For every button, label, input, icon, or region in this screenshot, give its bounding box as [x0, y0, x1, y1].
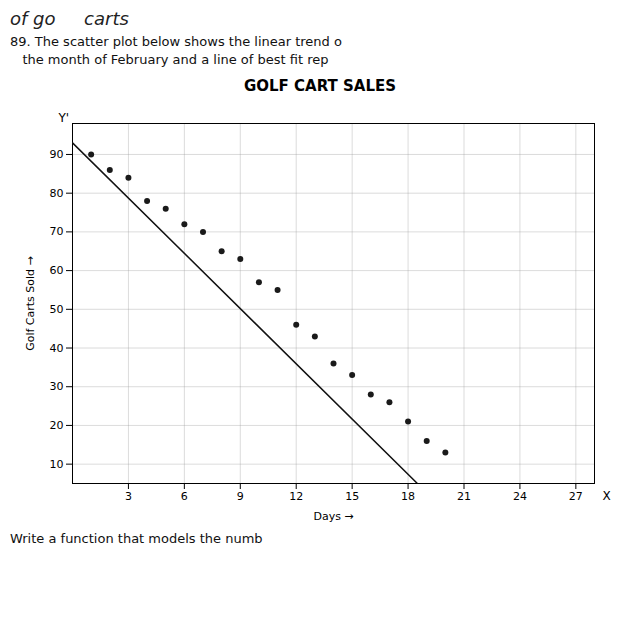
html-text:89. The scatter plot below sho: 89. The scatter plot below shows the lin…: [10, 34, 342, 49]
svg-text:60: 60: [50, 264, 64, 277]
svg-text:Y': Y': [58, 111, 70, 125]
svg-text:50: 50: [50, 303, 64, 316]
svg-text:10: 10: [50, 458, 64, 471]
svg-text:9: 9: [237, 490, 244, 503]
svg-text:30: 30: [50, 380, 64, 393]
svg-text:12: 12: [289, 490, 303, 503]
html-text:Write a function that models t: Write a function that models the numb: [10, 531, 263, 546]
html-text:of go carts: of go carts: [10, 8, 129, 29]
svg-text:3: 3: [125, 490, 132, 503]
svg-text:18: 18: [401, 490, 415, 503]
svg-text:90: 90: [50, 148, 64, 161]
svg-text:24: 24: [513, 490, 527, 503]
html-text:the month of February and a li: the month of February and a line of best…: [10, 52, 329, 67]
svg-text:70: 70: [50, 225, 64, 238]
svg-text:21: 21: [457, 490, 471, 503]
svg-text:Days →: Days →: [313, 510, 353, 523]
svg-text:15: 15: [345, 490, 359, 503]
svg-text:40: 40: [50, 342, 64, 355]
svg-text:Golf Carts Sold →: Golf Carts Sold →: [24, 256, 37, 351]
svg-text:X: X: [603, 489, 611, 503]
svg-text:80: 80: [50, 187, 64, 200]
svg-text:27: 27: [569, 490, 583, 503]
svg-text:20: 20: [50, 419, 64, 432]
html-text:GOLF CART SALES: GOLF CART SALES: [244, 77, 396, 95]
svg-text:6: 6: [181, 490, 188, 503]
